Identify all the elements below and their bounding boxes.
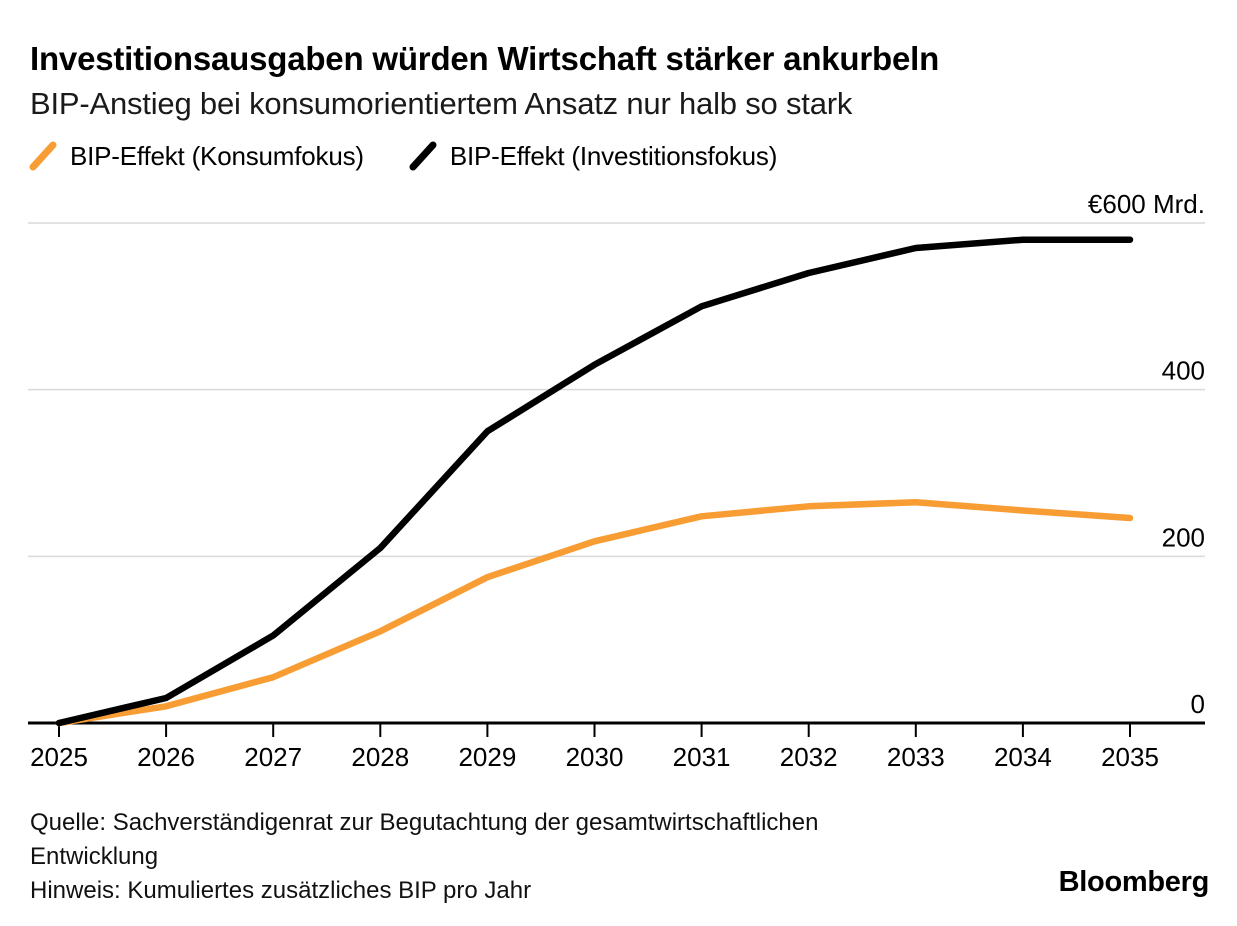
x-tick-label: 2027 bbox=[244, 742, 302, 772]
x-tick-label: 2034 bbox=[994, 742, 1052, 772]
x-tick-label: 2035 bbox=[1101, 742, 1159, 772]
x-tick-label: 2029 bbox=[458, 742, 516, 772]
y-tick-label: 0 bbox=[1191, 689, 1205, 719]
page-subtitle: BIP-Anstieg bei konsumorientiertem Ansat… bbox=[30, 86, 853, 121]
line-swatch-konsumfokus-icon bbox=[29, 141, 57, 171]
x-tick-label: 2028 bbox=[351, 742, 409, 772]
x-tick-label: 2030 bbox=[566, 742, 624, 772]
source-line-2: Entwicklung bbox=[30, 843, 159, 870]
bloomberg-logo: Bloomberg bbox=[1058, 866, 1210, 898]
line-chart: 0 200 400 €600 Mrd. 2025 2026 2027 2028 2029 2030… bbox=[28, 189, 1205, 772]
legend-label-investitionsfokus: BIP-Effekt (Investitionsfokus) bbox=[449, 140, 778, 171]
x-tick-label: 2033 bbox=[887, 742, 945, 772]
y-tick-label: 400 bbox=[1162, 356, 1205, 386]
chart-footer: Quelle: Sachverständigenrat zur Begutach… bbox=[30, 806, 990, 908]
series-line-konsumfokus bbox=[55, 498, 1134, 727]
legend-label-konsumfokus: BIP-Effekt (Konsumfokus) bbox=[70, 140, 364, 171]
x-tick-label: 2032 bbox=[780, 742, 838, 772]
y-tick-label: €600 Mrd. bbox=[1088, 189, 1205, 219]
chart-legend: BIP-Effekt (Konsumfokus) BIP-Effekt (Inv… bbox=[28, 138, 777, 174]
legend-item-konsumfokus: BIP-Effekt (Konsumfokus) bbox=[28, 138, 364, 174]
line-swatch-investitionsfokus-icon bbox=[409, 141, 437, 171]
page-title: Investitionsausgaben würden Wirtschaft s… bbox=[30, 40, 940, 77]
series-line-investitionsfokus bbox=[55, 236, 1134, 727]
x-tick-label: 2026 bbox=[137, 742, 195, 772]
y-tick-label: 200 bbox=[1162, 522, 1205, 552]
note-line: Hinweis: Kumuliertes zusätzliches BIP pr… bbox=[30, 877, 532, 904]
x-tick-label: 2025 bbox=[30, 742, 88, 772]
legend-item-investitionsfokus: BIP-Effekt (Investitionsfokus) bbox=[408, 138, 777, 174]
x-tick-label: 2031 bbox=[673, 742, 731, 772]
source-line-1: Quelle: Sachverständigenrat zur Begutach… bbox=[30, 809, 819, 836]
